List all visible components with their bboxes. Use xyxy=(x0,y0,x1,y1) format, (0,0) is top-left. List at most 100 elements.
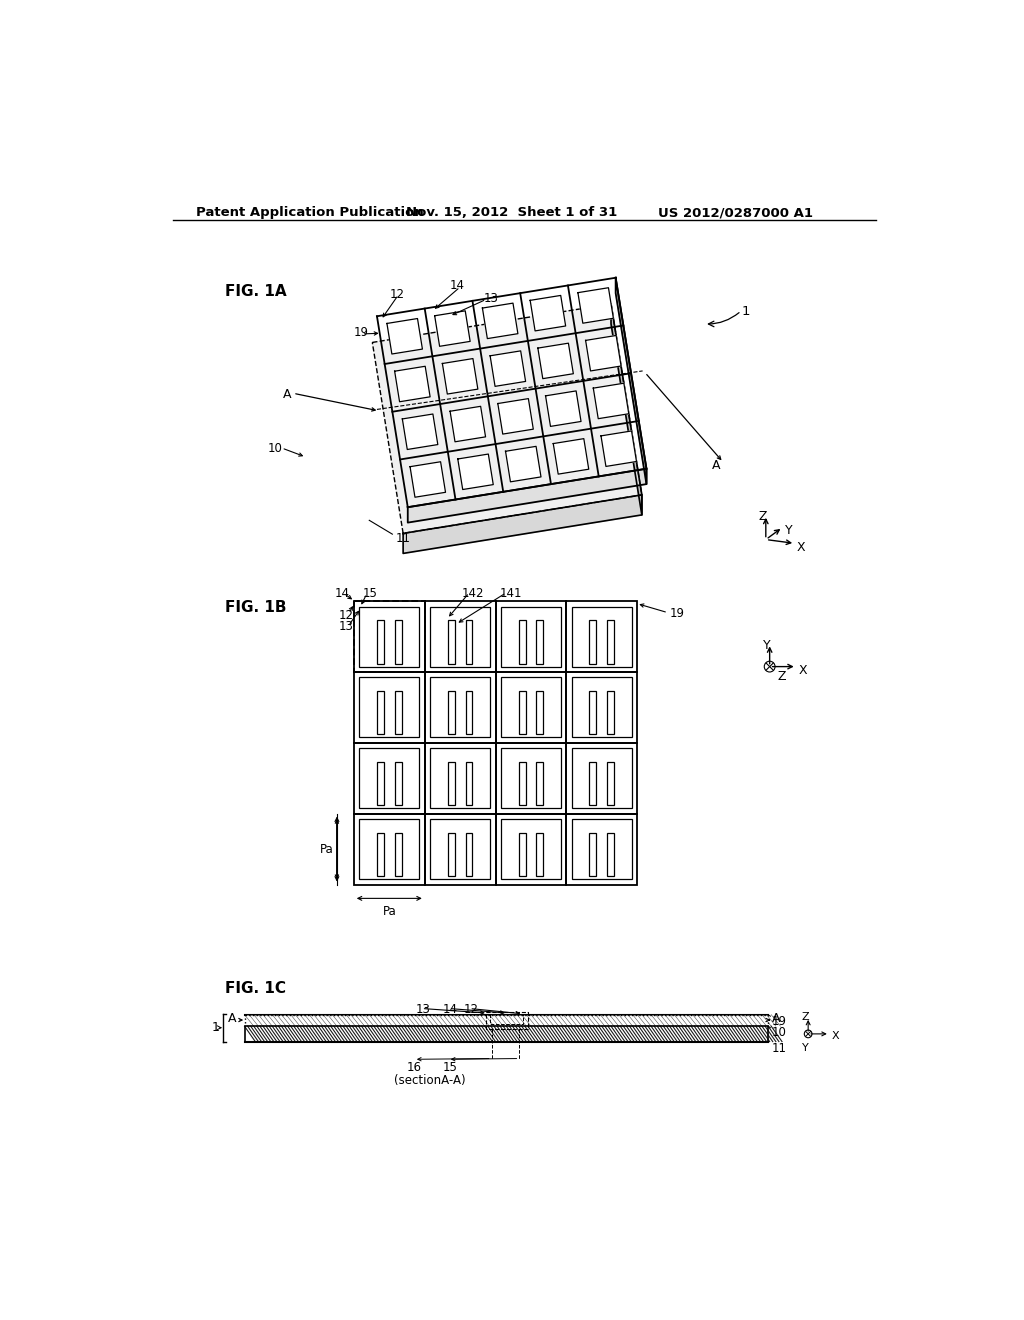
Bar xyxy=(537,692,544,734)
Text: 12: 12 xyxy=(389,288,404,301)
Polygon shape xyxy=(403,495,642,553)
Bar xyxy=(496,743,566,813)
Text: Z: Z xyxy=(801,1012,809,1022)
Bar xyxy=(566,813,637,884)
Polygon shape xyxy=(387,318,423,354)
Text: 14: 14 xyxy=(442,1003,458,1016)
Bar xyxy=(354,601,425,672)
Polygon shape xyxy=(530,296,565,331)
Bar xyxy=(590,692,596,734)
Bar xyxy=(354,601,425,672)
Polygon shape xyxy=(408,469,646,523)
Bar xyxy=(359,607,419,667)
Text: 19: 19 xyxy=(772,1015,787,1028)
Text: 16: 16 xyxy=(407,1061,421,1074)
Bar xyxy=(430,818,490,879)
Text: FIG. 1C: FIG. 1C xyxy=(225,981,287,995)
Bar xyxy=(607,620,614,664)
Text: Nov. 15, 2012  Sheet 1 of 31: Nov. 15, 2012 Sheet 1 of 31 xyxy=(407,206,617,219)
Polygon shape xyxy=(593,383,629,418)
Bar xyxy=(394,692,401,734)
Bar xyxy=(377,620,384,664)
Polygon shape xyxy=(442,359,478,395)
Bar xyxy=(354,743,425,813)
Bar xyxy=(537,762,544,805)
Bar xyxy=(518,762,525,805)
Text: 12: 12 xyxy=(463,1003,478,1016)
Polygon shape xyxy=(434,310,470,346)
Bar xyxy=(359,748,419,808)
Text: Pa: Pa xyxy=(319,842,334,855)
Polygon shape xyxy=(615,277,646,484)
Bar xyxy=(571,748,632,808)
Text: X: X xyxy=(833,1031,840,1040)
Bar xyxy=(245,1026,768,1041)
Bar xyxy=(425,601,496,672)
Text: 142: 142 xyxy=(462,586,484,599)
Bar xyxy=(496,813,566,884)
Text: Y: Y xyxy=(785,524,793,537)
Text: FIG. 1B: FIG. 1B xyxy=(225,599,287,615)
Text: A: A xyxy=(227,1011,237,1024)
Bar xyxy=(485,1011,528,1030)
Bar xyxy=(354,672,425,743)
Bar xyxy=(447,692,455,734)
Bar xyxy=(447,620,455,664)
Text: 19: 19 xyxy=(670,607,685,620)
Bar xyxy=(496,672,566,743)
Text: 1: 1 xyxy=(741,305,750,318)
Polygon shape xyxy=(498,399,534,434)
Bar xyxy=(377,692,384,734)
Bar xyxy=(447,762,455,805)
Bar xyxy=(425,813,496,884)
Bar xyxy=(607,692,614,734)
Bar xyxy=(430,607,490,667)
Text: 13: 13 xyxy=(339,620,353,634)
Bar xyxy=(377,762,384,805)
Bar xyxy=(518,692,525,734)
Bar xyxy=(359,818,419,879)
Bar xyxy=(496,601,566,672)
Bar xyxy=(566,743,637,813)
Text: 13: 13 xyxy=(416,1003,430,1016)
Text: X: X xyxy=(799,664,808,677)
Text: 10: 10 xyxy=(267,442,283,455)
Bar xyxy=(394,620,401,664)
Polygon shape xyxy=(458,454,494,490)
Bar xyxy=(501,677,561,738)
Text: 11: 11 xyxy=(772,1041,787,1055)
Bar xyxy=(394,833,401,876)
Bar xyxy=(430,677,490,738)
Text: Pa: Pa xyxy=(382,904,396,917)
Polygon shape xyxy=(373,304,642,533)
Bar xyxy=(425,672,496,743)
Text: 11: 11 xyxy=(395,532,411,545)
Text: Z: Z xyxy=(759,511,767,523)
Bar xyxy=(466,692,472,734)
Bar xyxy=(359,677,419,738)
Text: (sectionA-A): (sectionA-A) xyxy=(394,1074,466,1086)
Text: FIG. 1A: FIG. 1A xyxy=(225,284,287,298)
Polygon shape xyxy=(506,446,541,482)
Text: 15: 15 xyxy=(364,587,378,601)
Bar xyxy=(590,833,596,876)
Text: Patent Application Publication: Patent Application Publication xyxy=(196,206,424,219)
Bar xyxy=(571,818,632,879)
Bar xyxy=(466,620,472,664)
Polygon shape xyxy=(410,462,445,498)
Polygon shape xyxy=(578,288,613,323)
Bar xyxy=(425,743,496,813)
Polygon shape xyxy=(538,343,573,379)
Text: Y: Y xyxy=(802,1043,809,1053)
Polygon shape xyxy=(394,366,430,401)
Polygon shape xyxy=(553,438,589,474)
Text: 14: 14 xyxy=(451,280,465,292)
Bar xyxy=(430,748,490,808)
Text: 1: 1 xyxy=(211,1022,219,1035)
Bar xyxy=(537,620,544,664)
Bar xyxy=(566,601,637,672)
Bar xyxy=(571,677,632,738)
Text: US 2012/0287000 A1: US 2012/0287000 A1 xyxy=(658,206,813,219)
Bar xyxy=(501,818,561,879)
Bar xyxy=(590,620,596,664)
